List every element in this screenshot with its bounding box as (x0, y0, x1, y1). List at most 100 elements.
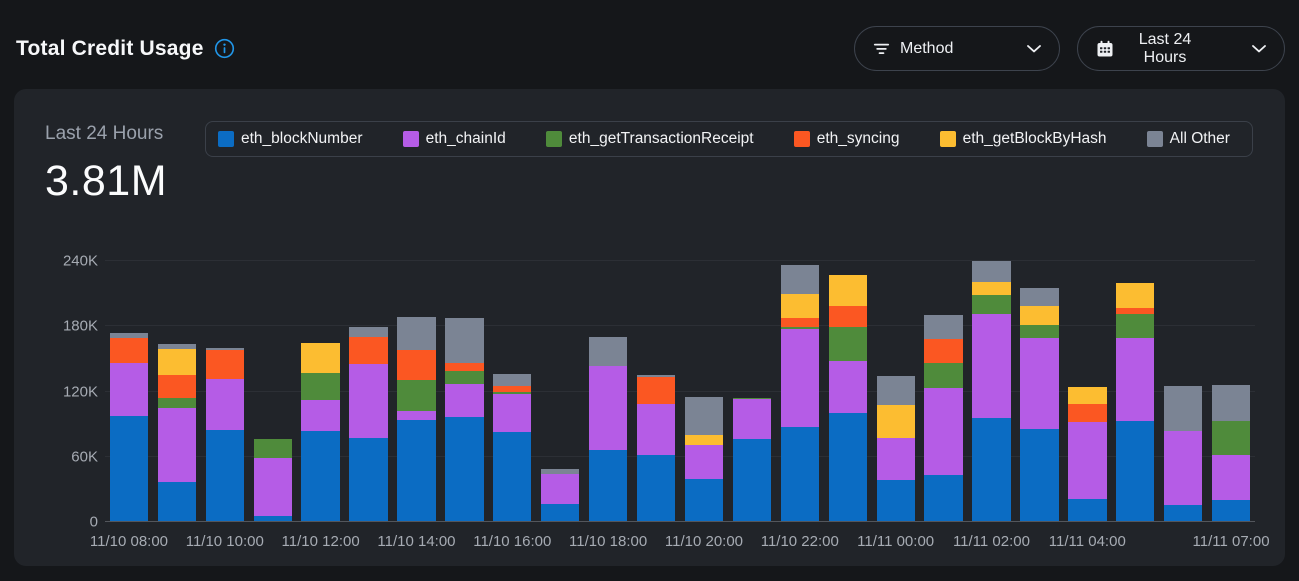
stacked-bar (301, 342, 340, 521)
bar-segment-eth_blockNumber (828, 413, 867, 521)
x-axis-tick-label: 11/11 02:00 (952, 533, 1030, 550)
chart-legend: eth_blockNumber eth_chainId eth_getTransac… (205, 121, 1253, 157)
bar-segment-All Other (493, 374, 532, 387)
bar-segment-eth_chainId (349, 364, 388, 439)
bar-segment-eth_chainId (1020, 338, 1059, 429)
bar-segment-eth_blockNumber (493, 431, 532, 521)
bars-container (105, 252, 1255, 522)
bar-slot (297, 252, 345, 522)
bar-segment-eth_getTransactionReceipt (1116, 314, 1155, 339)
bar-slot (968, 252, 1016, 522)
y-axis-tick-label: 0 (89, 513, 98, 531)
bar-slot (632, 252, 680, 522)
stat-period-label: Last 24 Hours (45, 123, 164, 144)
bar-segment-eth_blockNumber (1211, 500, 1251, 521)
y-axis-tick-label: 120K (62, 383, 98, 400)
bar-segment-eth_chainId (589, 365, 628, 451)
stacked-bar (349, 327, 388, 521)
bar-segment-All Other (157, 343, 197, 350)
bar-segment-eth_chainId (205, 378, 244, 430)
legend-item-All Other[interactable]: All Other (1146, 130, 1230, 148)
bar-segment-eth_syncing (493, 386, 532, 392)
bar-slot (824, 252, 872, 522)
legend-swatch (402, 131, 419, 147)
bar-segment-eth_blockNumber (1164, 504, 1203, 521)
x-axis-tick-label: 11/10 18:00 (569, 533, 648, 550)
stacked-bar (589, 337, 628, 521)
bar-slot (536, 252, 584, 522)
bar-segment-eth_getTransactionReceipt (493, 391, 532, 394)
bar-segment-eth_chainId (301, 400, 340, 431)
bar-segment-eth_chainId (924, 388, 963, 476)
bar-segment-eth_blockNumber (924, 475, 963, 521)
x-axis-tick-label: 11/11 00:00 (857, 533, 935, 550)
x-axis-tick-label: 11/10 16:00 (473, 533, 552, 550)
bar-segment-eth_chainId (684, 444, 724, 479)
x-axis-tick-label: 11/11 07:00 (1192, 533, 1270, 550)
bar-segment-eth_chainId (1068, 422, 1107, 500)
bar-segment-eth_getBlockByHash (1116, 282, 1155, 308)
stacked-bar (109, 332, 149, 521)
bar-slot (105, 252, 153, 522)
legend-item-eth_chainId[interactable]: eth_chainId (402, 130, 506, 148)
bar-segment-eth_syncing (780, 317, 820, 328)
stacked-bar (253, 439, 292, 521)
bar-segment-eth_blockNumber (397, 419, 436, 521)
bar-segment-eth_chainId (636, 403, 676, 455)
gridline (105, 325, 1255, 327)
bar-segment-eth_getBlockByHash (1020, 305, 1059, 326)
bar-segment-eth_chainId (732, 399, 772, 440)
bar-segment-eth_syncing (1116, 307, 1155, 315)
bar-slot (680, 252, 728, 522)
bar-segment-All Other (684, 397, 724, 436)
bar-segment-All Other (445, 317, 484, 364)
x-axis-tick-label: 11/10 10:00 (185, 533, 264, 550)
stacked-bar (157, 343, 197, 521)
bar-slot (920, 252, 968, 522)
bar-segment-eth_chainId (972, 314, 1011, 418)
x-axis-tick-label: 11/10 08:00 (89, 533, 169, 550)
bar-slot (201, 252, 249, 522)
bar-segment-eth_blockNumber (732, 439, 772, 521)
y-axis-tick-label: 60K (71, 448, 98, 466)
legend-item-eth_syncing[interactable]: eth_syncing (793, 130, 899, 148)
bar-segment-eth_blockNumber (445, 416, 484, 521)
method-filter-dropdown[interactable]: Method (854, 26, 1060, 71)
bar-segment-eth_syncing (924, 339, 963, 364)
bar-slot (1111, 252, 1159, 522)
bar-segment-eth_chainId (109, 363, 149, 416)
bar-segment-eth_blockNumber (109, 415, 149, 521)
bar-segment-eth_getTransactionReceipt (924, 363, 963, 389)
bar-segment-All Other (109, 332, 149, 339)
x-axis-tick-label: 11/10 12:00 (281, 533, 360, 550)
bar-segment-eth_getBlockByHash (780, 293, 820, 318)
bar-segment-All Other (205, 348, 244, 351)
gridline (105, 390, 1255, 392)
bar-slot (872, 252, 920, 522)
bar-segment-eth_chainId (397, 411, 436, 420)
legend-item-eth_blockNumber[interactable]: eth_blockNumber (218, 130, 362, 148)
stacked-bar (1020, 288, 1059, 521)
legend-label: eth_getTransactionReceipt (568, 130, 754, 147)
info-icon[interactable] (214, 38, 235, 59)
time-range-dropdown[interactable]: Last 24 Hours (1077, 26, 1285, 71)
legend-label: eth_getBlockByHash (962, 130, 1107, 147)
bar-segment-eth_blockNumber (157, 481, 197, 521)
bar-segment-eth_syncing (636, 377, 676, 404)
stacked-bar (732, 398, 772, 521)
bar-segment-eth_syncing (445, 363, 484, 371)
bar-segment-All Other (1164, 386, 1203, 431)
legend-item-eth_getTransactionReceipt[interactable]: eth_getTransactionReceipt (545, 130, 754, 148)
legend-item-eth_getBlockByHash[interactable]: eth_getBlockByHash (939, 130, 1107, 148)
bar-segment-eth_blockNumber (541, 503, 580, 521)
bar-segment-All Other (397, 316, 436, 351)
bar-segment-eth_getTransactionReceipt (828, 327, 867, 362)
bar-segment-eth_chainId (876, 438, 915, 480)
bar-segment-eth_blockNumber (876, 479, 915, 521)
plot-area: 0 60K 120K 180K 240K (63, 252, 1255, 530)
bar-slot (393, 252, 441, 522)
bar-slot (1063, 252, 1111, 522)
bar-slot (345, 252, 393, 522)
legend-swatch (793, 131, 810, 147)
bar-segment-eth_chainId (157, 407, 197, 482)
